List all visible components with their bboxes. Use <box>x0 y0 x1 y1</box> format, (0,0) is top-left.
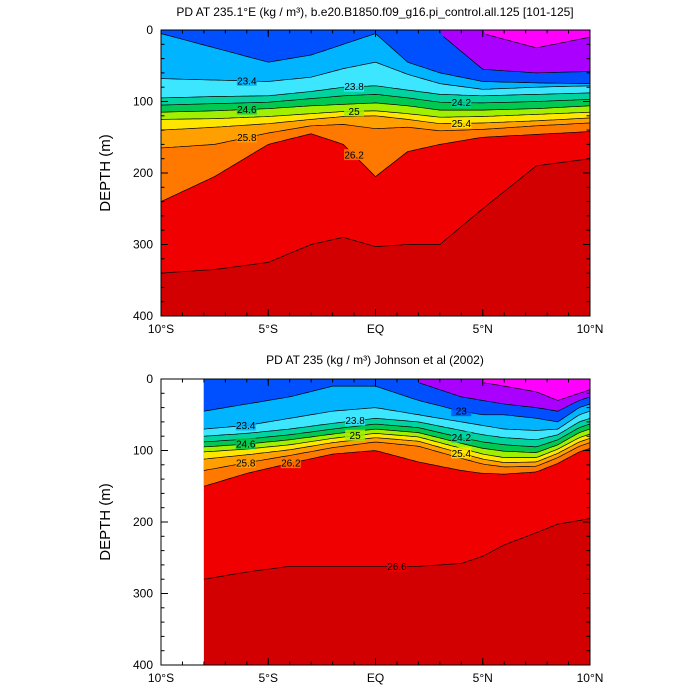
contour-label: 25.4 <box>452 449 472 460</box>
contour-label: 23.8 <box>344 82 364 93</box>
isopycnal-line-23.8 <box>160 85 591 99</box>
contour-label: 26.2 <box>344 151 364 162</box>
isopycnal-line-layer <box>203 382 591 580</box>
contour-label-bg <box>451 405 472 417</box>
contour-label: 26.2 <box>281 459 301 470</box>
contour-label-bg <box>344 149 365 161</box>
isopycnal-line-26.6 <box>160 158 591 274</box>
x-tick-label: 5°N <box>473 322 493 336</box>
density-fill-layer <box>203 379 590 665</box>
contour-label: 23.4 <box>236 421 256 432</box>
isopycnal-line-25.8 <box>160 122 591 149</box>
y-tick-label: 200 <box>133 166 153 180</box>
x-tick-label: 10°N <box>577 671 604 685</box>
contour-label: 23 <box>456 407 468 418</box>
contour-label-bg <box>235 456 256 468</box>
y-tick-label: 100 <box>133 444 153 458</box>
x-tick-label: 5°S <box>259 322 278 336</box>
contour-label-bg <box>236 74 257 86</box>
x-tick-label: EQ <box>367 322 384 336</box>
isopycnal-line-26.2 <box>203 448 591 487</box>
x-tick-label: 5°S <box>259 671 278 685</box>
contour-label-bg <box>345 414 366 426</box>
contour-label-bg <box>451 447 472 459</box>
contour-label: 25.8 <box>237 133 257 144</box>
contour-label-bg <box>345 429 366 441</box>
axes-frame: 10°S 5°S EQ 5°N 10°N 0 100 200 300 400 <box>133 23 603 336</box>
x-tick-label: 10°S <box>148 671 174 685</box>
x-tick-label: 10°S <box>148 322 174 336</box>
contour-label-bg <box>236 103 257 115</box>
observed-section-panel: PD AT 235 (kg / m³) Johnson et al (2002)… <box>97 353 603 685</box>
contour-label-bg <box>386 560 407 572</box>
isopycnal-line-24.6 <box>160 102 591 113</box>
isopycnal-line-26.2 <box>160 131 591 202</box>
contour-label-bg <box>344 105 365 117</box>
y-axis-label-observed: DEPTH (m) <box>97 483 114 561</box>
isopycnal-line-22.2 <box>483 382 591 401</box>
contour-label-bg <box>280 457 301 469</box>
y-tick-label: 0 <box>146 372 153 386</box>
density-fill-layer <box>161 30 590 316</box>
isopycnal-line-25.0 <box>160 110 591 120</box>
x-tick-label: 5°N <box>473 671 493 685</box>
contour-label-bg <box>236 131 257 143</box>
isopycnal-line-22.6 <box>419 382 591 412</box>
contour-label: 25.8 <box>236 458 256 469</box>
contour-label-bg <box>451 96 472 108</box>
x-tick-label: 10°N <box>577 322 604 336</box>
isopycnal-line-23.4 <box>203 407 591 431</box>
panel-title-model: PD AT 235.1°E (kg / m³), b.e20.B1850.f09… <box>176 5 573 19</box>
contour-label: 25 <box>349 107 361 118</box>
y-tick-label: 300 <box>133 587 153 601</box>
axes-frame: 10°S 5°S EQ 5°N 10°N 0 100 200 300 400 <box>133 372 603 685</box>
y-tick-label: 200 <box>133 515 153 529</box>
contour-label-layer: 23 23.4 23.8 24.2 24.6 25 25.4 25.8 26.2 26.6 <box>235 405 472 573</box>
contour-label: 23.8 <box>345 416 365 427</box>
isopycnal-line-24.2 <box>160 94 591 106</box>
isopycnal-band-22.6 <box>203 379 590 412</box>
isopycnal-line-22.6 <box>443 36 591 74</box>
y-tick-label: 300 <box>133 238 153 252</box>
contour-label-bg <box>235 438 256 450</box>
isopycnal-line-24.6 <box>203 428 591 453</box>
isopycnal-line-25.0 <box>203 433 591 458</box>
y-tick-label: 100 <box>133 95 153 109</box>
y-tick-label: 400 <box>133 309 153 323</box>
isopycnal-line-22.2 <box>486 34 591 49</box>
contour-label: 24.2 <box>452 433 472 444</box>
contour-label-bg <box>451 431 472 443</box>
isopycnal-band-22.6 <box>161 30 590 73</box>
panel-title-observed: PD AT 235 (kg / m³) Johnson et al (2002) <box>266 353 484 367</box>
model-section-panel: PD AT 235.1°E (kg / m³), b.e20.B1850.f09… <box>97 5 603 336</box>
contour-label-bg <box>451 117 472 129</box>
isopycnal-line-23.4 <box>160 61 591 90</box>
y-axis-label-model: DEPTH (m) <box>97 134 114 212</box>
x-tick-label: EQ <box>367 671 384 685</box>
contour-label-bg <box>235 419 256 431</box>
contour-label: 25.4 <box>452 119 472 130</box>
y-tick-label: 0 <box>146 23 153 37</box>
isopycnal-line-25.8 <box>203 441 591 471</box>
contour-label-layer: 23.4 23.8 24.2 24.6 25 25.4 25.8 26.2 <box>236 74 472 162</box>
isopycnal-line-23.0 <box>203 385 591 423</box>
contour-label: 24.6 <box>236 440 256 451</box>
contour-label: 24.2 <box>452 98 472 109</box>
isopycnal-line-24.2 <box>203 423 591 448</box>
isopycnal-line-25.4 <box>160 115 591 131</box>
contour-label: 25 <box>350 431 362 442</box>
contour-label: 23.4 <box>237 76 257 87</box>
isopycnal-line-23.8 <box>203 417 591 441</box>
y-tick-label: 400 <box>133 658 153 672</box>
contour-label: 26.6 <box>387 562 407 573</box>
contour-label-bg <box>344 80 365 92</box>
isopycnal-line-25.4 <box>203 437 591 463</box>
contour-label: 24.6 <box>237 105 257 116</box>
